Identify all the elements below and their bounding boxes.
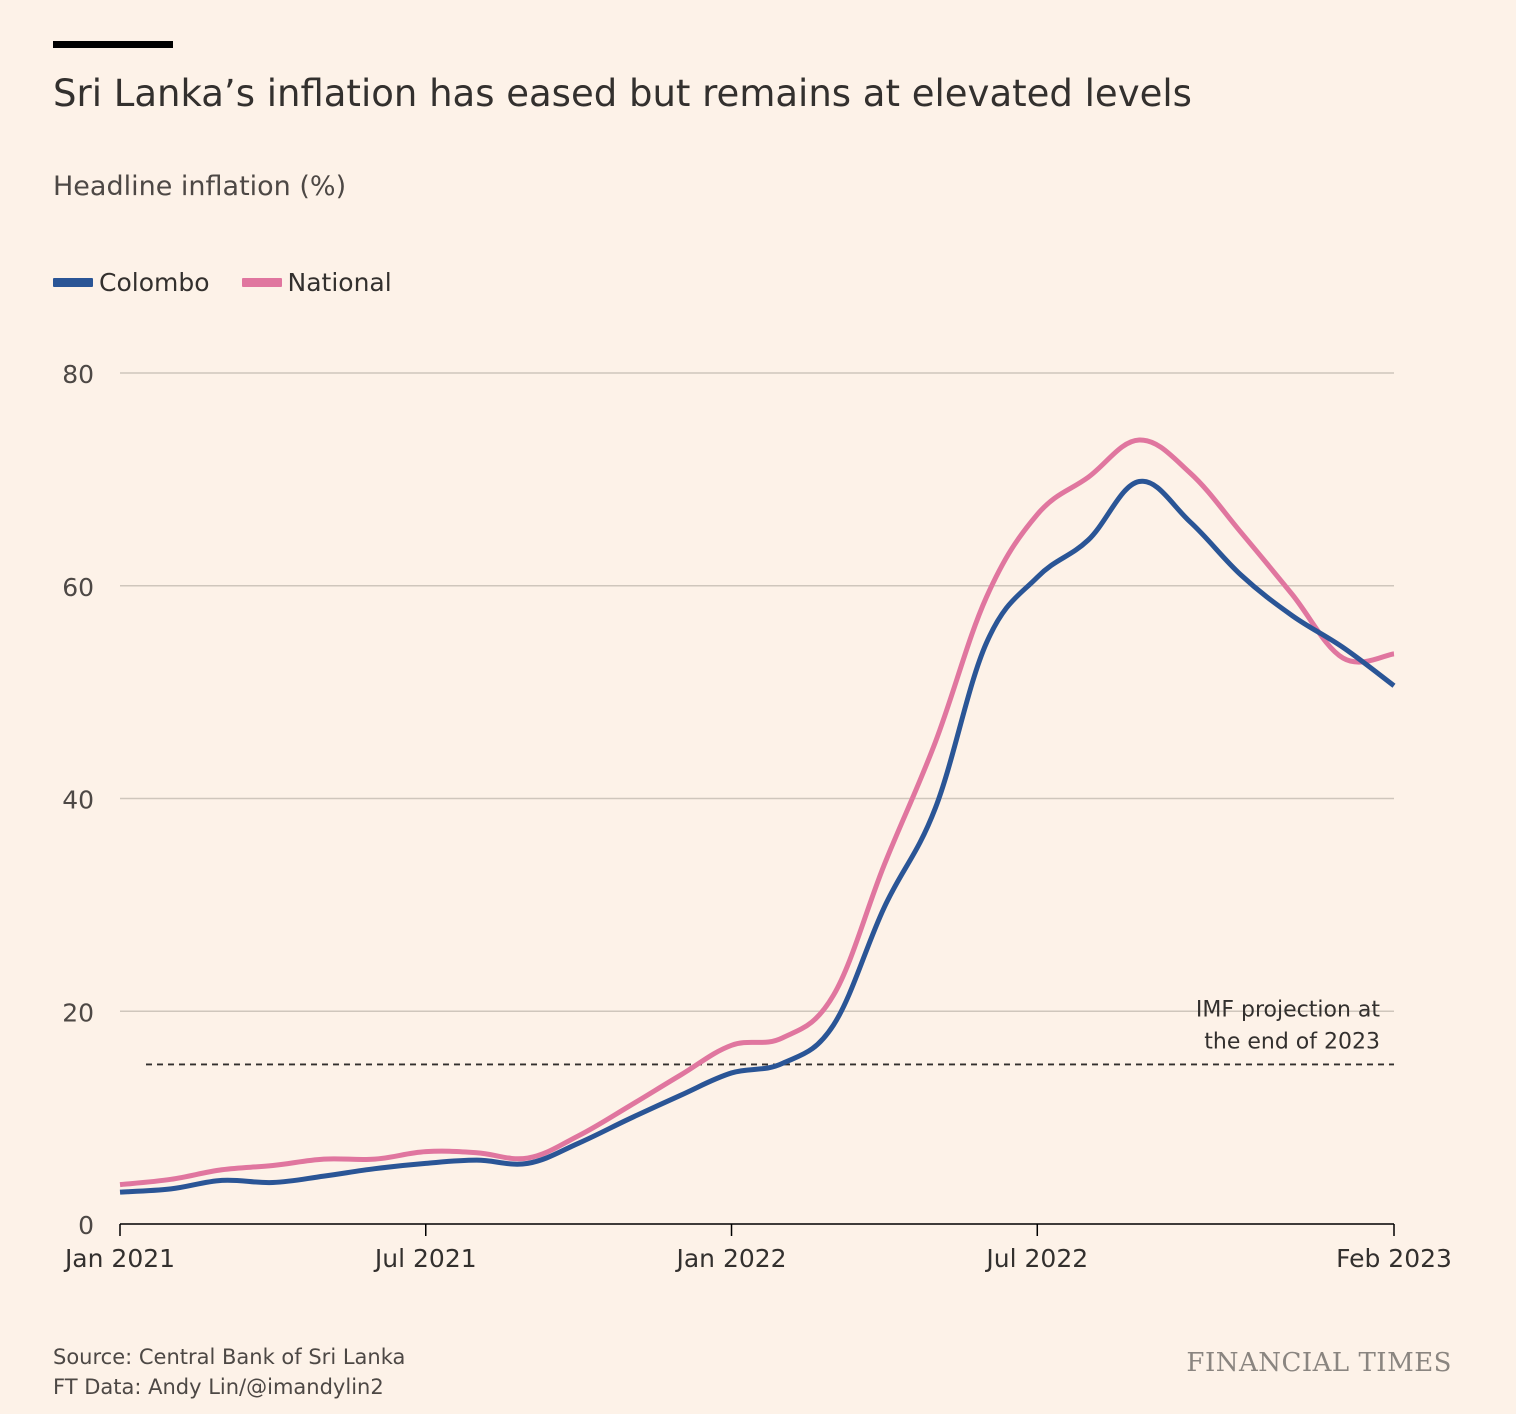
y-tick-label-80: 80 bbox=[62, 360, 94, 389]
series-line-national bbox=[119, 437, 1395, 1188]
legend: Colombo National bbox=[53, 268, 424, 297]
chart-subtitle: Headline inflation (%) bbox=[53, 171, 347, 202]
y-tick-label-40: 40 bbox=[62, 786, 94, 815]
series bbox=[119, 437, 1396, 1195]
imf-projection: IMF projection at the end of 2023 bbox=[146, 997, 1394, 1066]
source-text: Source: Central Bank of Sri Lanka bbox=[53, 1345, 406, 1369]
ft-logo: FINANCIAL TIMES bbox=[1186, 1348, 1452, 1378]
legend-label-colombo: Colombo bbox=[99, 268, 210, 297]
source-note: Source: Central Bank of Sri Lanka FT Dat… bbox=[53, 1342, 405, 1402]
x-tick-label-0: Jan 2021 bbox=[63, 1244, 175, 1273]
legend-swatch-national bbox=[241, 278, 282, 287]
gridlines bbox=[120, 372, 1394, 1012]
legend-label-national: National bbox=[287, 268, 392, 297]
legend-item-national: National bbox=[241, 268, 392, 297]
legend-swatch-colombo bbox=[53, 278, 93, 287]
header-accent-bar bbox=[53, 41, 173, 48]
y-tick-label-0: 0 bbox=[78, 1211, 94, 1240]
x-tick-label-2: Jan 2022 bbox=[674, 1244, 786, 1273]
imf-projection-label-line2: the end of 2023 bbox=[1204, 1029, 1380, 1054]
series-line-colombo bbox=[119, 478, 1396, 1195]
imf-projection-label-line1: IMF projection at bbox=[1196, 997, 1380, 1022]
x-tick-label-1: Jul 2021 bbox=[373, 1244, 477, 1273]
y-tick-label-20: 20 bbox=[62, 998, 94, 1027]
y-axis-ticks: 0 20 40 60 80 bbox=[62, 360, 94, 1240]
legend-item-colombo: Colombo bbox=[53, 268, 210, 297]
y-tick-label-60: 60 bbox=[62, 573, 94, 602]
x-axis: Jan 2021 Jul 2021 Jan 2022 Jul 2022 Feb 2023 bbox=[63, 1223, 1452, 1273]
credit-text: FT Data: Andy Lin/@imandylin2 bbox=[53, 1375, 384, 1399]
x-tick-label-3: Jul 2022 bbox=[984, 1244, 1088, 1273]
x-tick-label-4: Feb 2023 bbox=[1336, 1244, 1452, 1273]
chart-title: Sri Lanka’s inflation has eased but rema… bbox=[53, 72, 1192, 115]
